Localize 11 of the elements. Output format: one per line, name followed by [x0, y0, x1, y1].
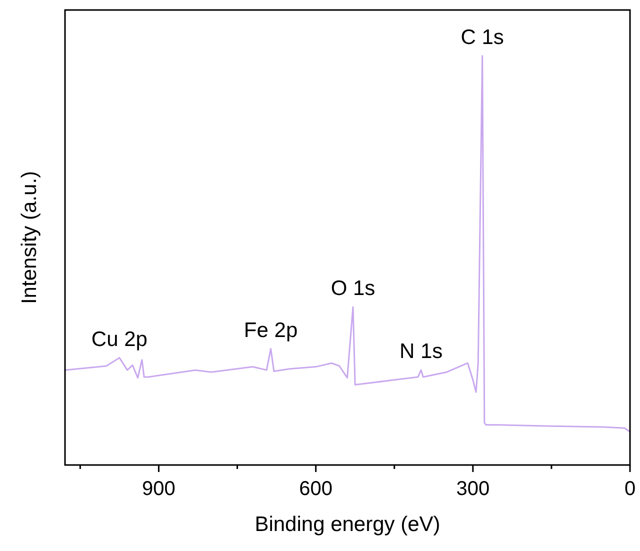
annotation: C 1s: [460, 26, 504, 49]
annotation: O 1s: [330, 277, 376, 300]
x-tick-label: 300: [456, 478, 490, 500]
annotation: N 1s: [399, 340, 443, 364]
x-tick-label: 0: [624, 478, 636, 500]
y-axis-title: Intensity (a.u.): [18, 170, 41, 304]
annotation: Fe 2p: [244, 318, 298, 342]
annotation: Cu 2p: [91, 328, 148, 351]
x-tick-label: 600: [299, 478, 333, 500]
x-tick-label: 900: [142, 478, 176, 500]
x-axis-title: Binding energy (eV): [254, 513, 440, 536]
